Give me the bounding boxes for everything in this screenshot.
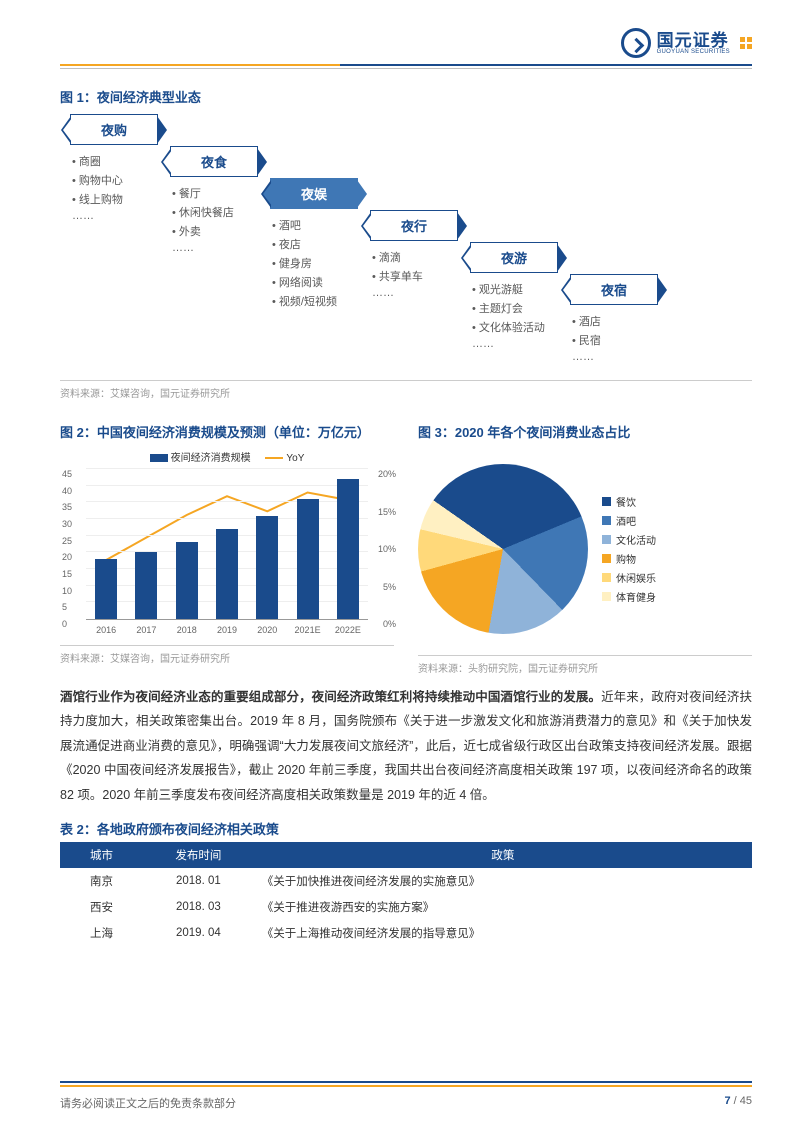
table-row: 上海2019. 04《关于上海推动夜间经济发展的指导意见》 [60,920,752,946]
fig3-title: 图 3：2020 年各个夜间消费业态占比 [418,422,752,441]
fig1-node-0: 夜购商圈购物中心线上购物…… [70,114,158,225]
fig3-legend-item: 文化活动 [602,532,656,547]
fig3-legend-item: 购物 [602,551,656,566]
fig1-node-1: 夜食餐厅休闲快餐店外卖…… [170,146,258,257]
table-row: 西安2018. 03《关于推进夜游西安的实施方案》 [60,894,752,920]
fig2-legend-bar: 夜间经济消费规模 [171,453,251,464]
fig1-node-5: 夜宿酒店民宿…… [570,274,658,366]
body-paragraph: 酒馆行业作为夜间经济业态的重要组成部分，夜间经济政策红利将持续推动中国酒馆行业的… [60,685,752,807]
paragraph-rest: 近年来，政府对夜间经济扶持力度加大，相关政策密集出台。2019 年 8 月，国务… [60,690,752,802]
fig1-node-4: 夜游观光游艇主题灯会文化体验活动…… [470,242,558,353]
company-name-en: GUOYUAN SECURITIES [657,49,730,55]
fig2-legend: 夜间经济消费规模 YoY [60,449,394,464]
fig2-legend-line: YoY [286,453,304,464]
page-number: 7 / 45 [724,1095,752,1111]
header-rule [60,64,752,66]
fig1-title: 图 1：夜间经济典型业态 [60,87,752,106]
fig3-source: 资料来源：头豹研究院，国元证券研究所 [418,655,752,675]
fig2-source: 资料来源：艾媒咨询，国元证券研究所 [60,645,394,665]
fig2-block: 图 2：中国夜间经济消费规模及预测（单位：万亿元） 夜间经济消费规模 YoY 0… [60,416,394,675]
fig3-legend-item: 体育健身 [602,589,656,604]
company-name-cn: 国元证券 [657,32,730,49]
fig2-title: 图 2：中国夜间经济消费规模及预测（单位：万亿元） [60,422,394,441]
table-row: 南京2018. 01《关于加快推进夜间经济发展的实施意见》 [60,868,752,894]
fig2-plot: 0510152025303540450%5%10%15%20%201620172… [86,470,368,620]
company-logo: 国元证券 GUOYUAN SECURITIES [621,28,752,58]
fig3-legend: 餐饮酒吧文化活动购物休闲娱乐体育健身 [602,490,656,608]
fig1-source: 资料来源：艾媒咨询，国元证券研究所 [60,380,752,400]
fig3-legend-item: 餐饮 [602,494,656,509]
fig3-pie [418,464,588,634]
table2-title: 表 2：各地政府颁布夜间经济相关政策 [60,819,752,838]
table2: 城市发布时间政策 南京2018. 01《关于加快推进夜间经济发展的实施意见》西安… [60,842,752,946]
page-header: 国元证券 GUOYUAN SECURITIES [60,28,752,58]
footer-disclaimer: 请务必阅读正文之后的免责条款部分 [60,1095,236,1111]
fig3-legend-item: 休闲娱乐 [602,570,656,585]
logo-dots-icon [740,37,752,49]
fig1-node-3: 夜行滴滴共享单车…… [370,210,458,302]
header-thin-rule [60,68,752,69]
fig2-chart: 夜间经济消费规模 YoY 0510152025303540450%5%10%15… [60,449,394,639]
fig1-cascade: 夜购商圈购物中心线上购物……夜食餐厅休闲快餐店外卖……夜娱酒吧夜店健身房网络阅读… [70,114,752,374]
fig3-legend-item: 酒吧 [602,513,656,528]
page-footer: 请务必阅读正文之后的免责条款部分 7 / 45 [60,1081,752,1111]
paragraph-lead: 酒馆行业作为夜间经济业态的重要组成部分，夜间经济政策红利将持续推动中国酒馆行业的… [60,690,601,704]
logo-mark-icon [621,28,651,58]
fig3-block: 图 3：2020 年各个夜间消费业态占比 餐饮酒吧文化活动购物休闲娱乐体育健身 … [418,416,752,675]
fig1-node-2: 夜娱酒吧夜店健身房网络阅读视频/短视频 [270,178,358,312]
fig3-chart: 餐饮酒吧文化活动购物休闲娱乐体育健身 [418,449,752,649]
